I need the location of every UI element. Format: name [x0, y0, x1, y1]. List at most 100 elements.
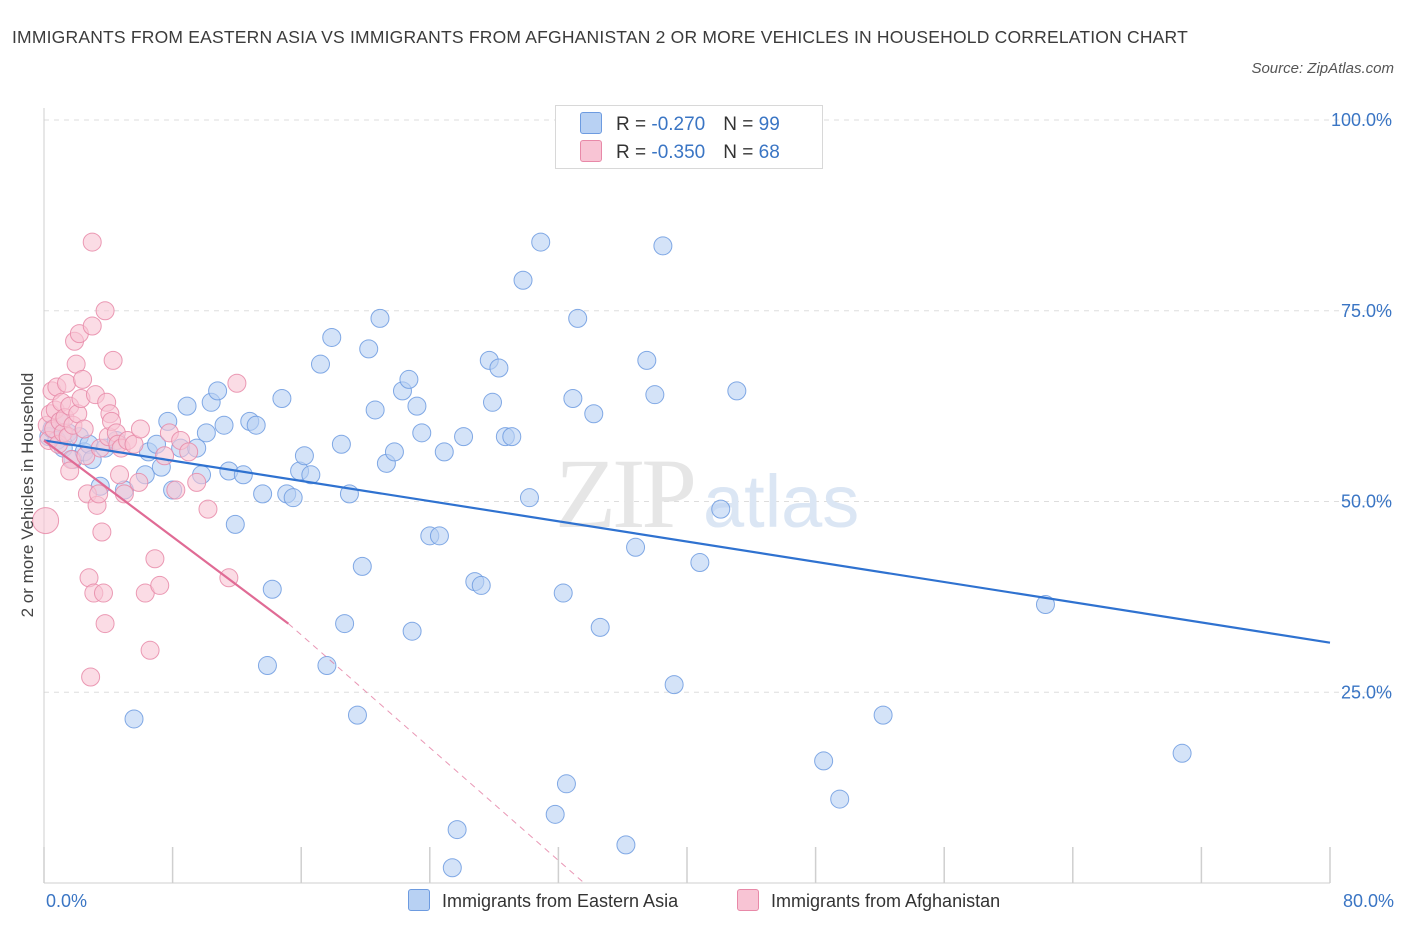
- data-point-eastern-asia: [568, 308, 588, 328]
- data-point-eastern-asia: [208, 381, 228, 401]
- data-point-eastern-asia: [196, 423, 216, 443]
- trend-line-afghanistan-extension: [288, 623, 585, 884]
- trend-line-afghanistan: [43, 439, 289, 625]
- data-point-eastern-asia: [272, 388, 292, 408]
- y-tick-label: 50.0%: [1341, 492, 1392, 512]
- data-point-eastern-asia: [257, 656, 277, 676]
- legend-swatch-pink: [580, 140, 602, 162]
- y-tick-label: 75.0%: [1341, 301, 1392, 321]
- data-point-eastern-asia: [253, 484, 273, 504]
- data-point-eastern-asia: [1172, 743, 1192, 763]
- y-tick-label: 100.0%: [1331, 110, 1392, 130]
- x-tick-label-max: 80.0%: [1342, 891, 1394, 911]
- data-point-eastern-asia: [690, 553, 710, 573]
- data-point-eastern-asia: [434, 442, 454, 462]
- data-point-eastern-asia: [335, 614, 355, 634]
- data-point-eastern-asia: [653, 236, 673, 256]
- legend-n-label: N =: [723, 114, 759, 135]
- data-point-eastern-asia: [384, 442, 404, 462]
- data-point-eastern-asia: [482, 392, 502, 412]
- data-point-afghanistan: [155, 446, 175, 466]
- data-point-afghanistan: [140, 640, 160, 660]
- data-point-eastern-asia: [531, 232, 551, 252]
- data-point-eastern-asia: [471, 575, 491, 595]
- data-point-eastern-asia: [637, 350, 657, 370]
- data-point-afghanistan: [166, 480, 186, 500]
- legend-row-eastern-asia: R = -0.270 N = 99: [580, 112, 780, 138]
- data-point-eastern-asia: [616, 835, 636, 855]
- data-point-eastern-asia: [370, 308, 390, 328]
- data-point-eastern-asia: [331, 434, 351, 454]
- bottom-legend-swatch-blue: [408, 889, 430, 911]
- data-point-afghanistan: [145, 549, 165, 569]
- bottom-legend-afghanistan: Immigrants from Afghanistan: [737, 889, 1000, 912]
- data-point-afghanistan: [198, 499, 218, 519]
- data-point-eastern-asia: [347, 705, 367, 725]
- data-point-eastern-asia: [124, 709, 144, 729]
- trend-line-eastern-asia: [43, 439, 1331, 644]
- data-point-afghanistan: [130, 419, 150, 439]
- stats-legend: R = -0.270 N = 99 R = -0.350 N = 68: [555, 105, 823, 169]
- data-point-eastern-asia: [563, 388, 583, 408]
- grid-lines: [44, 119, 1392, 693]
- data-point-eastern-asia: [317, 656, 337, 676]
- data-point-eastern-asia: [513, 270, 533, 290]
- data-point-afghanistan: [95, 614, 115, 634]
- data-point-afghanistan: [89, 484, 109, 504]
- data-point-afghanistan: [150, 575, 170, 595]
- legend-n-value: 99: [758, 114, 780, 135]
- data-point-eastern-asia: [727, 381, 747, 401]
- data-point-afghanistan: [227, 373, 247, 393]
- data-point-eastern-asia: [310, 354, 330, 374]
- x-tick-label-min: 0.0%: [46, 891, 88, 911]
- data-point-eastern-asia: [814, 751, 834, 771]
- data-point-eastern-asia: [407, 396, 427, 416]
- data-point-eastern-asia: [429, 526, 449, 546]
- series-eastern-asia: [39, 232, 1192, 878]
- bottom-legend-swatch-pink: [737, 889, 759, 911]
- data-point-eastern-asia: [873, 705, 893, 725]
- data-point-eastern-asia: [399, 369, 419, 389]
- data-point-eastern-asia: [402, 621, 422, 641]
- bottom-legend-label: Immigrants from Eastern Asia: [442, 891, 679, 911]
- chart-title: IMMIGRANTS FROM EASTERN ASIA VS IMMIGRAN…: [12, 27, 1188, 47]
- data-point-afghanistan: [93, 583, 113, 603]
- watermark-atlas: atlas: [703, 460, 859, 543]
- data-point-eastern-asia: [442, 858, 462, 878]
- data-point-afghanistan: [57, 373, 77, 393]
- y-tick-label: 25.0%: [1341, 682, 1392, 702]
- data-point-afghanistan: [82, 316, 102, 336]
- data-point-eastern-asia: [454, 427, 474, 447]
- data-point-eastern-asia: [590, 617, 610, 637]
- data-point-afghanistan: [60, 461, 80, 481]
- data-point-eastern-asia: [584, 404, 604, 424]
- legend-swatch-blue: [580, 112, 602, 134]
- data-point-eastern-asia: [626, 537, 646, 557]
- bottom-legend-label: Immigrants from Afghanistan: [771, 891, 1001, 911]
- data-point-afghanistan: [74, 419, 94, 439]
- data-point-eastern-asia: [233, 465, 253, 485]
- data-point-eastern-asia: [545, 804, 565, 824]
- data-point-eastern-asia: [553, 583, 573, 603]
- data-point-eastern-asia: [502, 427, 522, 447]
- series-afghanistan: [32, 232, 247, 687]
- legend-r-label: R =: [616, 114, 652, 135]
- data-point-afghanistan: [82, 232, 102, 252]
- data-point-afghanistan: [179, 442, 199, 462]
- data-point-eastern-asia: [225, 514, 245, 534]
- watermark-zip: ZIP: [555, 438, 693, 549]
- data-point-eastern-asia: [1035, 595, 1055, 615]
- data-point-eastern-asia: [556, 774, 576, 794]
- legend-row-afghanistan: R = -0.350 N = 68: [580, 140, 780, 166]
- legend-n-value: 68: [758, 142, 780, 163]
- data-point-eastern-asia: [322, 327, 342, 347]
- data-point-afghanistan: [32, 507, 60, 535]
- trend-lines: [43, 439, 1331, 884]
- data-point-eastern-asia: [214, 415, 234, 435]
- bottom-legend-eastern-asia: Immigrants from Eastern Asia: [408, 889, 678, 912]
- data-point-eastern-asia: [645, 385, 665, 405]
- data-point-eastern-asia: [664, 675, 684, 695]
- data-point-eastern-asia: [489, 358, 509, 378]
- data-point-afghanistan: [103, 350, 123, 370]
